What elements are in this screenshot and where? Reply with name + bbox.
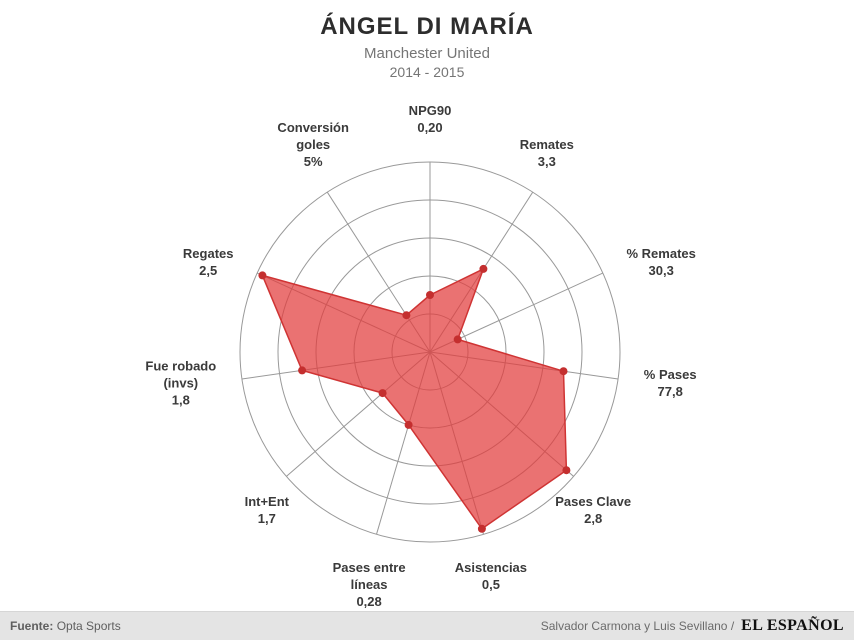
axis-label-pases-clave: Pases Clave 2,8 (555, 494, 632, 527)
radar-chart-svg (239, 161, 621, 543)
footer-bar: Fuente: Opta Sports Salvador Carmona y L… (0, 611, 854, 640)
source-credit: Fuente: Opta Sports (10, 619, 121, 633)
data-point-dot (453, 335, 462, 344)
subtitle-season: 2014 - 2015 (389, 64, 465, 80)
data-point-dot (562, 466, 571, 475)
data-point-dot (404, 420, 413, 429)
axis-label-asistencias: Asistencias 0,5 (454, 560, 528, 593)
data-point-dot (426, 291, 434, 299)
axis-label-regates: Regates 2,5 (182, 246, 234, 279)
el-espanol-logo: EL ESPAÑOL (741, 617, 844, 634)
axis-label-int-ent: Int+Ent 1,7 (244, 494, 290, 527)
data-point-dot (298, 366, 307, 375)
axis-label-conversi-n-goles: Conversión goles 5% (277, 120, 349, 170)
data-point-dot (258, 271, 267, 280)
authors-names: Salvador Carmona y Luis Sevillano / (540, 619, 735, 633)
data-point-dot (477, 524, 486, 533)
data-point-dot (378, 389, 387, 398)
data-point-dot (402, 311, 411, 320)
data-point-dot (479, 264, 488, 273)
subtitle-team: Manchester United (364, 45, 490, 62)
radar-data-polygon (261, 268, 568, 530)
data-point-dot (559, 367, 568, 376)
axis-label-remates: Remates 3,3 (519, 137, 574, 170)
axis-label-npg90: NPG90 0,20 (408, 103, 452, 135)
source-name: Opta Sports (56, 619, 121, 633)
authors-credit: Salvador Carmona y Luis Sevillano / EL E… (541, 617, 844, 635)
axis-label-pases-entre-l-neas: Pases entre líneas 0,28 (332, 560, 406, 610)
chart-header: ÁNGEL DI MARÍA Manchester United 2014 - … (0, 13, 854, 80)
axis-label-fue-robado-invs: Fue robado (invs) 1,8 (145, 358, 217, 408)
source-label: Fuente: (10, 619, 54, 633)
axis-label-remates: % Remates 30,3 (626, 246, 696, 279)
page-title: ÁNGEL DI MARÍA (320, 13, 534, 40)
radar-chart: NPG90 0,20 Remates 3,3 % Remates 30,3 % Pases 7… (145, 103, 697, 610)
axis-label-pases: % Pases 77,8 (643, 366, 697, 399)
